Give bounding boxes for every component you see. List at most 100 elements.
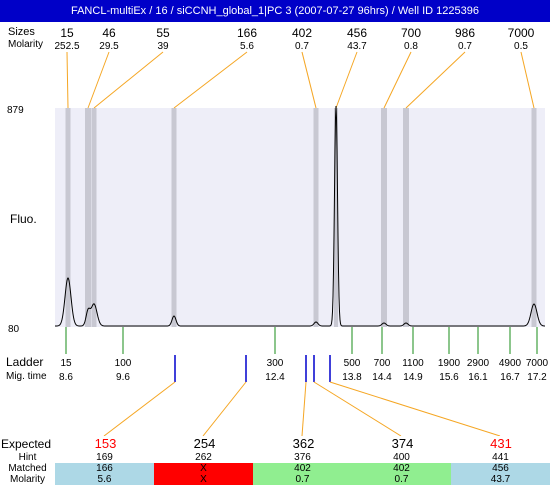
ladder-size-2: 100	[115, 358, 132, 369]
ladder-time-8: 16.1	[468, 372, 488, 383]
peak-band-9	[531, 108, 537, 327]
peak-size-label-9: 7000	[508, 26, 535, 40]
ladder-time-9: 16.7	[500, 372, 520, 383]
ladder-time-10: 17.2	[527, 372, 547, 383]
peak-band-7	[381, 108, 387, 327]
expected-marks	[174, 355, 331, 382]
hint-cell-3: 376	[294, 452, 311, 463]
peak-band-1	[65, 108, 71, 327]
peak-leader-2	[87, 51, 110, 109]
peak-band-6	[334, 108, 338, 327]
ladder-size-4: 500	[344, 358, 361, 369]
peak-band-4	[171, 108, 177, 327]
peak-leader-8	[405, 51, 466, 109]
molarity-row-label: Molarity	[8, 39, 43, 50]
peak-band-2	[85, 108, 91, 327]
peak-band-3	[91, 108, 97, 327]
peak-molarity-label-7: 0.8	[404, 41, 418, 52]
peak-size-label-7: 700	[401, 26, 421, 40]
hint-cell-2: 262	[195, 452, 212, 463]
expected-row-label: Expected	[1, 437, 52, 451]
ladder-time-5: 14.4	[372, 372, 392, 383]
peak-leader-3	[93, 51, 164, 109]
ladder-ticks	[65, 327, 538, 354]
peak-leader-5	[301, 51, 317, 109]
expected-cell-5: 431	[490, 436, 512, 451]
hint-cell-1: 169	[96, 452, 113, 463]
expected-cell-3: 362	[292, 436, 315, 451]
hint-row: Hint 169 262 376 400 441	[0, 452, 550, 463]
peak-size-label-5: 402	[292, 26, 312, 40]
peak-molarity-label-1: 252.5	[54, 41, 79, 52]
peak-molarity-label-3: 39	[157, 41, 169, 52]
hint-cell-5: 441	[492, 452, 509, 463]
ladder-size-3: 300	[267, 358, 284, 369]
peak-molarity-label-4: 5.6	[240, 41, 254, 52]
expected-leader-1	[103, 381, 176, 436]
results-table: Expected 153 254 362 374 431 Hint 169 26…	[0, 436, 550, 485]
ladder-time-4: 13.8	[342, 372, 362, 383]
ladder-size-1: 15	[60, 358, 72, 369]
title-bar: FANCL-multiEx / 16 / siCCNH_global_1|PC …	[0, 0, 550, 22]
peak-size-label-1: 15	[60, 26, 74, 40]
expected-leader-2	[202, 381, 247, 436]
hint-cell-4: 400	[393, 452, 410, 463]
matched-cell-1: 166	[55, 463, 154, 474]
peak-size-label-4: 166	[237, 26, 257, 40]
peak-leader-6	[335, 51, 358, 109]
matched-cell-5: 456	[451, 463, 550, 474]
expected-row: Expected 153 254 362 374 431	[0, 436, 550, 452]
peak-leader-7	[383, 51, 412, 109]
ladder-time-2: 9.6	[116, 372, 130, 383]
hint-row-label: Hint	[18, 452, 37, 463]
ladder-size-7: 1900	[438, 358, 461, 369]
ladder-size-8: 2900	[467, 358, 490, 369]
expected-leader-4	[313, 381, 402, 436]
peak-leader-1	[66, 51, 69, 109]
ladder-time-6: 14.9	[403, 372, 423, 383]
ladder-row-label: Ladder	[6, 355, 43, 369]
peak-size-label-6: 456	[347, 26, 367, 40]
peak-molarity-label-9: 0.5	[514, 41, 528, 52]
matched-cell-3: 402	[253, 463, 352, 474]
mig-time-row-label: Mig. time	[6, 371, 47, 382]
peak-bands	[65, 108, 537, 327]
peak-leader-4	[173, 51, 248, 109]
sizes-row-label: Sizes	[8, 26, 35, 38]
peak-molarity-label-6: 43.7	[347, 41, 367, 52]
expected-cell-4: 374	[391, 436, 414, 451]
matched-cell-4: 402	[352, 463, 451, 474]
plot-area	[55, 108, 545, 327]
expected-cell-2: 254	[193, 436, 216, 451]
peak-band-8	[403, 108, 409, 327]
ladder-time-1: 8.6	[59, 372, 73, 383]
expected-leader-5	[329, 381, 501, 436]
peak-molarity-label-5: 0.7	[295, 41, 309, 52]
electropherogram-chart: Sizes Molarity 15252.54629.555391665.640…	[6, 26, 549, 436]
matched-row-label: Matched	[8, 463, 47, 474]
ladder-size-10: 7000	[526, 358, 549, 369]
ladder-time-7: 15.6	[439, 372, 459, 383]
peak-leader-9	[520, 51, 535, 109]
fluorescence-trace	[54, 105, 546, 327]
peak-molarity-label-2: 29.5	[99, 41, 119, 52]
peak-size-label-2: 46	[102, 26, 116, 40]
ladder-time-3: 12.4	[265, 372, 285, 383]
y-max-label: 879	[7, 105, 24, 116]
peak-size-label-3: 55	[156, 26, 170, 40]
matched-cell-2: X	[154, 463, 253, 474]
ladder-size-6: 1100	[402, 358, 424, 369]
ladder-labels: 15 8.6 100 9.6 300 12.4 500 13.8 700 14.4 1100 14.9…	[59, 358, 549, 383]
peak-molarity-label-8: 0.7	[458, 41, 472, 52]
peak-leader-lines	[66, 51, 535, 109]
expected-leader-lines	[103, 381, 501, 436]
matched-row: Matched 166 X 402 402 456	[0, 463, 550, 474]
ladder-size-5: 700	[374, 358, 391, 369]
ladder-size-9: 4900	[499, 358, 522, 369]
expected-leader-3	[301, 381, 307, 436]
peak-size-label-8: 986	[455, 26, 475, 40]
peak-band-5	[313, 108, 319, 327]
y-min-label: 80	[8, 324, 20, 335]
peak-size-labels: 15252.54629.555391665.64020.745643.77000…	[54, 26, 534, 52]
